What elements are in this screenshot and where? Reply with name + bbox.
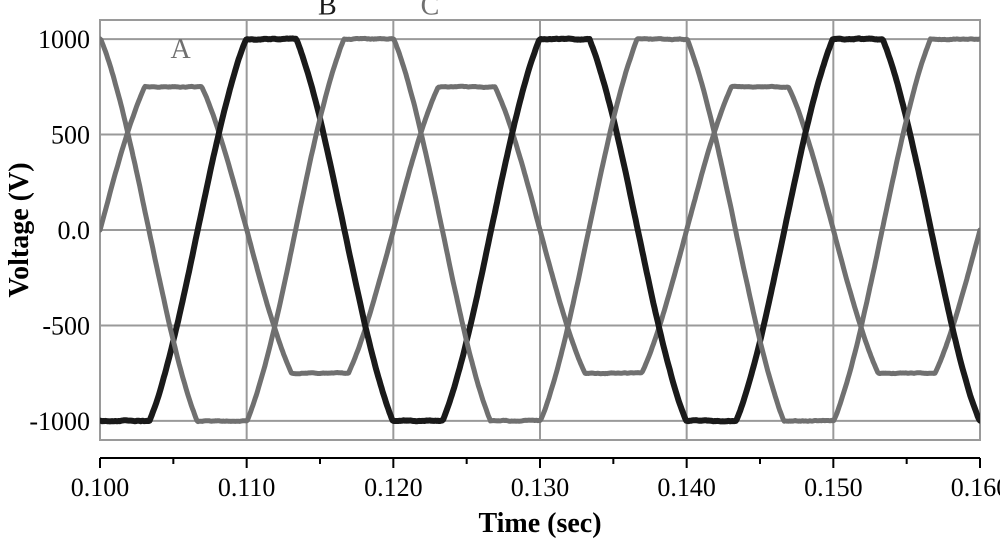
x-axis-label: Time (sec)	[478, 508, 601, 539]
y-tick-label: -500	[42, 311, 90, 340]
y-tick-label: 500	[51, 121, 90, 150]
y-tick-label: -1000	[29, 407, 90, 436]
x-tick-label: 0.130	[511, 473, 570, 502]
y-tick-label: 0.0	[58, 216, 91, 245]
x-tick-label: 0.140	[657, 473, 716, 502]
voltage-time-chart: A B C -1000 -500 0.0 500 1000 Voltage (V) 0.100 0.…	[0, 0, 1000, 557]
series-label-A: A	[171, 34, 192, 65]
x-tick-label: 0.110	[218, 473, 276, 502]
x-tick-label: 0.100	[71, 473, 130, 502]
series-label-B: B	[318, 0, 337, 21]
chart-svg: A B C -1000 -500 0.0 500 1000 Voltage (V) 0.100 0.…	[0, 0, 1000, 557]
y-axis-label: Voltage (V)	[4, 162, 35, 297]
y-tick-label: 1000	[38, 25, 90, 54]
series-label-C: C	[421, 0, 440, 21]
x-tick-label: 0.150	[804, 473, 863, 502]
x-tick-label: 0.160	[951, 473, 1000, 502]
x-tick-label: 0.120	[364, 473, 423, 502]
